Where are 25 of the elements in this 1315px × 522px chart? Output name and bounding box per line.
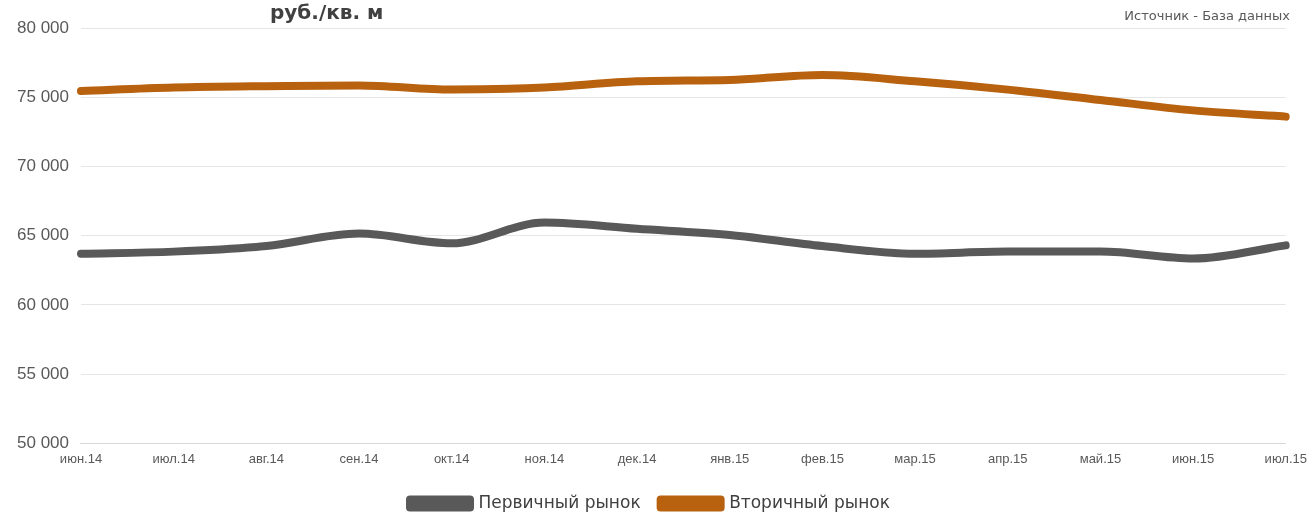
legend-label: Вторичный рынок xyxy=(729,491,890,512)
x-tick-label: фев.15 xyxy=(800,450,844,466)
y-tick-label: 70 000 xyxy=(17,156,69,176)
y-tick-label: 75 000 xyxy=(17,86,69,106)
y-tick-label: 55 000 xyxy=(17,363,69,383)
y-tick-label: 60 000 xyxy=(17,294,69,314)
text: Источник - База данных xyxy=(1124,8,1290,23)
x-tick-label: июл.15 xyxy=(1264,450,1307,466)
x-tick-label: мар.15 xyxy=(894,450,936,466)
x-tick-label: июл.14 xyxy=(152,450,195,466)
x-tick-label: окт.14 xyxy=(433,450,470,466)
x-tick-label: апр.15 xyxy=(987,450,1028,466)
x-tick-label: авг.14 xyxy=(248,450,285,466)
chart-title: руб./кв. м xyxy=(270,0,384,24)
x-tick-label: май.15 xyxy=(1079,450,1122,466)
x-tick-label: ноя.14 xyxy=(524,450,565,466)
y-tick-label: 80 000 xyxy=(17,17,69,37)
x-tick-label: июн.14 xyxy=(59,450,103,466)
legend-label: Первичный рынок xyxy=(478,491,641,512)
x-tick-label: сен.14 xyxy=(339,450,379,466)
x-tick-label: июн.15 xyxy=(1172,450,1215,466)
x-tick-label: янв.15 xyxy=(710,450,750,466)
y-tick-label: 50 000 xyxy=(17,433,69,453)
x-tick-label: дек.14 xyxy=(617,450,657,466)
y-tick-label: 65 000 xyxy=(17,225,69,245)
